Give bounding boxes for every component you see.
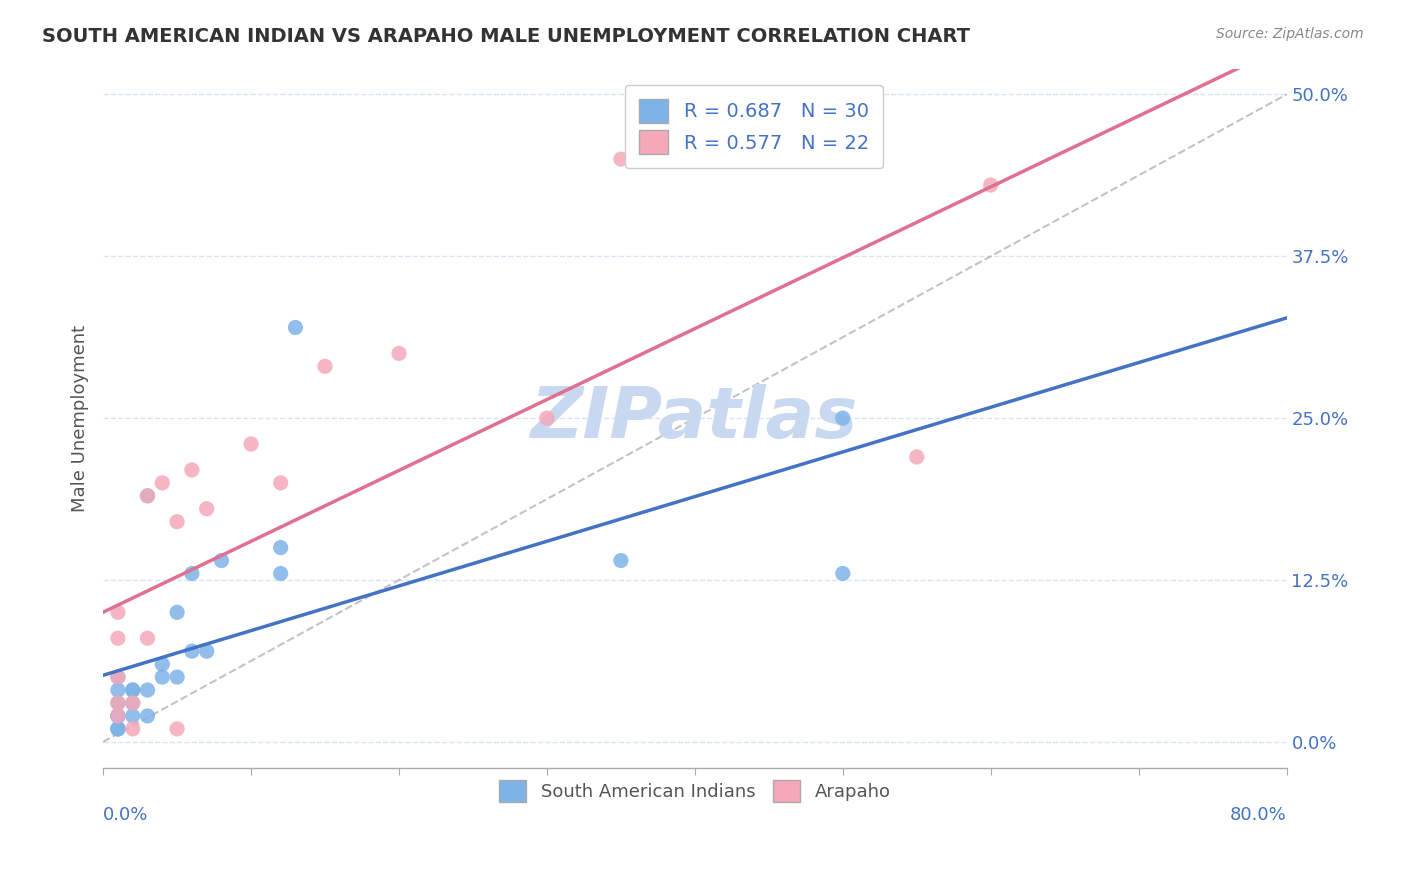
Point [980, 178, 1002, 192]
Point [107, 631, 129, 645]
Point [270, 566, 292, 581]
Point [107, 696, 129, 710]
Point [270, 541, 292, 555]
Point [166, 722, 188, 736]
Y-axis label: Male Unemployment: Male Unemployment [72, 325, 89, 512]
Point [136, 489, 159, 503]
Point [610, 553, 633, 567]
Text: ZIPatlas: ZIPatlas [531, 384, 859, 452]
Point [388, 346, 411, 360]
Point [107, 709, 129, 723]
Point [121, 696, 143, 710]
Point [107, 709, 129, 723]
Point [180, 566, 202, 581]
Point [166, 605, 188, 619]
Point [166, 515, 188, 529]
Point [831, 566, 853, 581]
Point [107, 605, 129, 619]
Point [107, 722, 129, 736]
Point [166, 670, 188, 684]
Text: 0.0%: 0.0% [103, 806, 149, 824]
Point [121, 709, 143, 723]
Point [121, 722, 143, 736]
Legend: South American Indians, Arapaho: South American Indians, Arapaho [486, 767, 904, 814]
Point [107, 670, 129, 684]
Point [195, 644, 218, 658]
Point [107, 670, 129, 684]
Point [121, 683, 143, 698]
Text: SOUTH AMERICAN INDIAN VS ARAPAHO MALE UNEMPLOYMENT CORRELATION CHART: SOUTH AMERICAN INDIAN VS ARAPAHO MALE UN… [42, 27, 970, 45]
Point [831, 411, 853, 425]
Text: 80.0%: 80.0% [1230, 806, 1286, 824]
Text: Source: ZipAtlas.com: Source: ZipAtlas.com [1216, 27, 1364, 41]
Point [150, 670, 173, 684]
Point [150, 475, 173, 490]
Point [136, 709, 159, 723]
Point [121, 696, 143, 710]
Point [905, 450, 928, 464]
Point [180, 463, 202, 477]
Point [136, 489, 159, 503]
Point [136, 683, 159, 698]
Point [536, 411, 558, 425]
Point [107, 709, 129, 723]
Point [195, 501, 218, 516]
Point [107, 683, 129, 698]
Point [136, 631, 159, 645]
Point [150, 657, 173, 672]
Point [314, 359, 336, 374]
Point [107, 696, 129, 710]
Point [180, 644, 202, 658]
Point [107, 722, 129, 736]
Point [610, 152, 633, 166]
Point [107, 709, 129, 723]
Point [270, 475, 292, 490]
Point [284, 320, 307, 334]
Point [107, 722, 129, 736]
Point [121, 683, 143, 698]
Point [211, 553, 233, 567]
Point [240, 437, 263, 451]
